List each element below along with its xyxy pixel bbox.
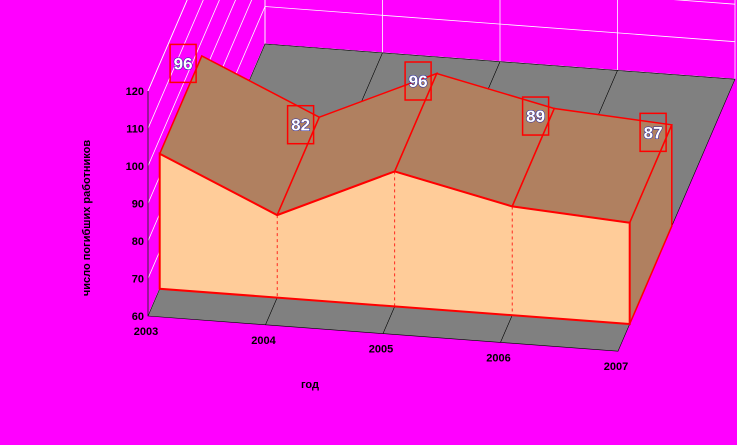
- x-tick-label: 2006: [486, 352, 510, 364]
- data-label: 82: [291, 116, 310, 135]
- y-tick-label: 60: [132, 311, 144, 323]
- y-tick-label: 120: [126, 86, 144, 98]
- data-label: 89: [526, 107, 545, 126]
- x-axis-title: год: [301, 379, 319, 391]
- data-label: 96: [409, 72, 428, 91]
- x-tick-label: 2004: [251, 335, 276, 347]
- y-tick-label: 70: [132, 274, 144, 286]
- x-tick-label: 2007: [604, 361, 628, 373]
- y-tick-label: 100: [126, 161, 144, 173]
- data-label: 96: [174, 54, 193, 73]
- data-label: 87: [644, 123, 663, 142]
- y-tick-label: 80: [132, 236, 144, 248]
- value-gridline: [147, 0, 220, 167]
- data-label-box: [521, 96, 550, 136]
- area-series: [158, 54, 673, 326]
- data-label-box: [639, 112, 667, 153]
- y-axis-title: число погибших работников: [81, 140, 93, 296]
- data-label-box: [286, 104, 315, 145]
- data-label-box: [404, 61, 432, 101]
- x-tick-label: 2005: [369, 344, 393, 356]
- data-label-box: [169, 43, 197, 84]
- data-labels: 96 82 96 89 87: [169, 43, 667, 153]
- y-tick-label: 110: [126, 124, 144, 136]
- value-gridline: [147, 0, 188, 92]
- value-gridline: [147, 0, 204, 129]
- y-tick-label: 90: [132, 199, 144, 211]
- x-tick-label: 2003: [134, 326, 158, 338]
- tick-labels: 60 70 80 90 100 110 120 2003 2004 2005 2006 2007: [126, 86, 629, 373]
